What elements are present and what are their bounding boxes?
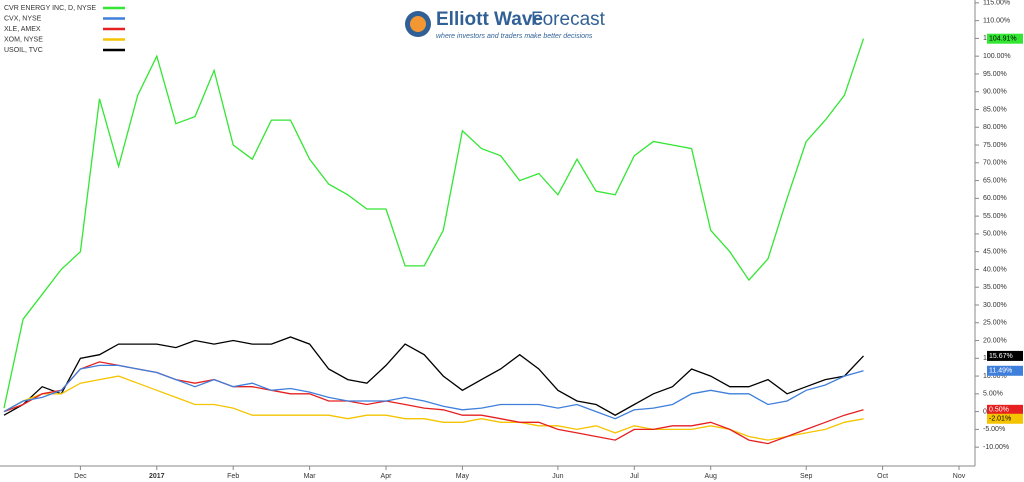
y-tick-label: 95.00%: [983, 71, 1007, 78]
last-value-label: 104.91%: [989, 36, 1017, 43]
x-tick-label: Jun: [552, 473, 563, 480]
y-tick-label: 40.00%: [983, 266, 1007, 273]
last-value-label: -2.01%: [989, 416, 1011, 423]
y-tick-label: 20.00%: [983, 337, 1007, 344]
legend-label: USOIL, TVC: [4, 47, 43, 54]
y-tick-label: -5.00%: [983, 426, 1005, 433]
y-tick-label: 80.00%: [983, 124, 1007, 131]
tagline: where investors and traders make better …: [436, 33, 593, 40]
last-value-box: [987, 413, 1023, 424]
last-value-box: [987, 33, 1023, 44]
y-tick-label: 115.00%: [983, 0, 1010, 7]
y-tick-label: 5.00%: [983, 391, 1003, 398]
y-tick-label: 50.00%: [983, 231, 1007, 238]
x-tick-label: Jul: [630, 473, 639, 480]
y-tick-label: 25.00%: [983, 320, 1007, 327]
x-tick-label: Dec: [74, 473, 87, 480]
y-tick-label: 10.00%: [983, 373, 1007, 380]
y-tick-label: 60.00%: [983, 195, 1007, 202]
last-value-label: 15.67%: [989, 353, 1013, 360]
x-tick-label: Mar: [304, 473, 317, 480]
brand-2: Forecast: [531, 9, 606, 30]
x-tick-label: Feb: [227, 473, 239, 480]
x-tick-label: Sep: [800, 473, 813, 480]
y-tick-label: 90.00%: [983, 89, 1007, 96]
y-tick-label: 55.00%: [983, 213, 1007, 220]
series-line: [3, 38, 865, 409]
x-tick-label: Apr: [381, 473, 393, 480]
legend-label: XOM, NYSE: [4, 36, 43, 43]
last-value-label: 11.49%: [989, 368, 1012, 375]
brand: Elliott Wave: [436, 9, 543, 30]
last-value-box: [987, 404, 1023, 415]
y-tick-label: -10.00%: [983, 444, 1009, 451]
x-tick-label: May: [456, 473, 470, 480]
last-value-label: 0.50%: [989, 407, 1009, 414]
y-tick-label: 75.00%: [983, 142, 1007, 149]
x-tick-label: Nov: [953, 473, 966, 480]
y-tick-label: 85.00%: [983, 106, 1007, 113]
x-tick-label: Oct: [877, 473, 888, 480]
logo-icon-inner: [410, 16, 426, 32]
watermark: Elliott Wave Forecast where investors an…: [405, 9, 606, 40]
y-tick-label: 45.00%: [983, 249, 1007, 256]
last-value-box: [987, 350, 1023, 361]
series-line: [3, 375, 864, 441]
x-tick-label: 2017: [149, 473, 165, 480]
last-value-box: [987, 365, 1023, 376]
legend-label: CVR ENERGY INC, D, NYSE: [4, 5, 96, 12]
y-tick-label: 30.00%: [983, 302, 1007, 309]
x-tick-label: Aug: [704, 473, 717, 480]
series-line: [3, 364, 864, 420]
y-tick-label: 110.00%: [983, 17, 1010, 24]
y-tick-label: 65.00%: [983, 177, 1007, 184]
legend-label: CVX, NYSE: [4, 15, 42, 22]
series-line: [3, 336, 864, 416]
y-tick-label: 35.00%: [983, 284, 1007, 291]
legend-label: XLE, AMEX: [4, 26, 41, 33]
y-tick-label: 70.00%: [983, 160, 1007, 167]
y-tick-label: 100.00%: [983, 53, 1011, 60]
